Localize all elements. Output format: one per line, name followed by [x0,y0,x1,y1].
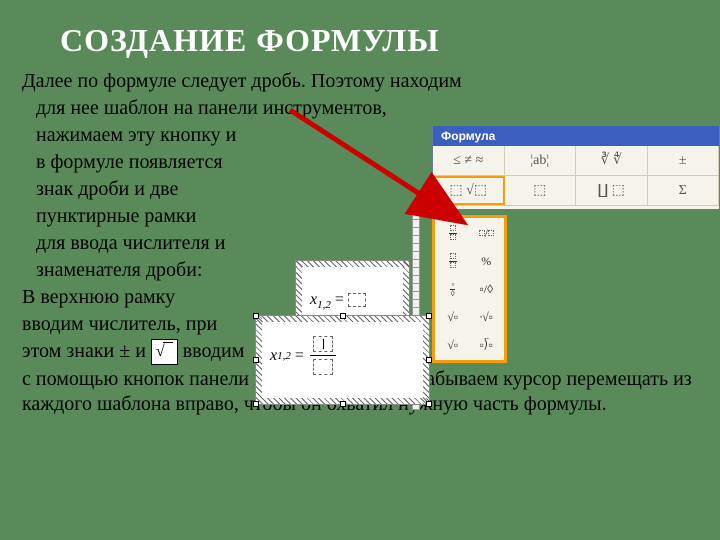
slide-title: СОЗДАНИЕ ФОРМУЛЫ [0,0,720,69]
toolbar-btn-fraction[interactable]: ⬚ √⬚ [433,176,505,205]
template-frac-small[interactable] [437,248,469,274]
para-2: для нее шаблон на панели инструментов, [22,96,700,121]
para-1: Далее по формуле следует дробь. Поэтому … [22,69,700,94]
toolbar-btn-embellish[interactable]: ∛ ∜ [576,146,648,175]
template-pct[interactable]: % [471,248,503,274]
fraction-template-dropdown: / % ▫◊ ▫/◊ √▫ ▫√▫ √▫ ▫⟌▫ [432,215,507,363]
fraction-placeholder [310,336,336,375]
toolbar-title: Формула [433,126,719,146]
para-7: для ввода числителя и [22,231,700,256]
toolbar-btn-subscript[interactable]: ⬚ [505,176,577,205]
template-frac-slash[interactable]: / [471,220,503,246]
toolbar-btn-relations[interactable]: ≤ ≠ ≈ [433,146,505,175]
template-sqrt2[interactable]: √▫ [437,332,469,358]
template-slash[interactable]: ▫/◊ [471,276,503,302]
template-frac-v[interactable] [437,220,469,246]
template-nroot[interactable]: ▫√▫ [471,304,503,330]
toolbar-btn-spaces[interactable]: ¦ab¦ [505,146,577,175]
equation-toolbar: Формула ≤ ≠ ≈ ¦ab¦ ∛ ∜ ± ⬚ √⬚ ⬚ ∐ ⬚ Σ [432,125,720,210]
formula-content-2: x1,2 = [270,336,336,375]
formula-content-1: x1,2 = [310,291,366,311]
template-longdiv[interactable]: ▫⟌▫ [471,332,503,358]
template-sqrt[interactable]: √▫ [437,304,469,330]
template-frac-big[interactable]: ▫◊ [437,276,469,302]
toolbar-btn-sum[interactable]: ∐ ⬚ [576,176,648,205]
toolbar-btn-operators[interactable]: ± [648,146,720,175]
sqrt-icon: √ [151,339,178,365]
toolbar-btn-sigma[interactable]: Σ [648,176,720,205]
formula-editor-large: x1,2 = [255,315,430,405]
